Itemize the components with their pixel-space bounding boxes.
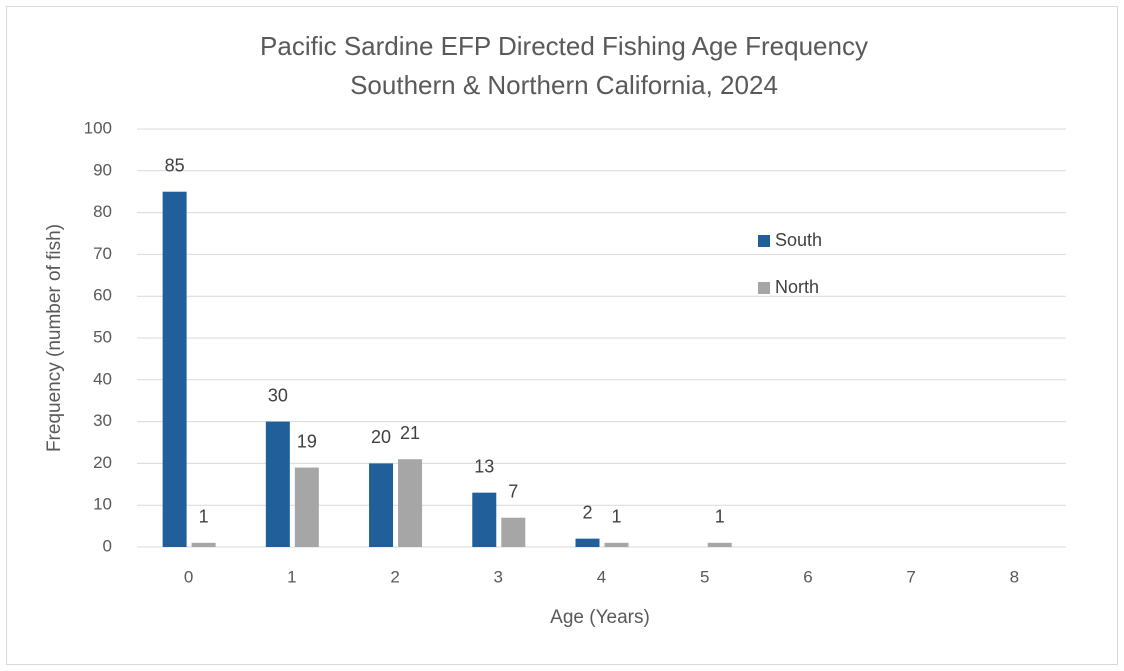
x-tick-label: 6 [803, 567, 812, 586]
bar [294, 467, 319, 547]
x-tick-label: 1 [287, 567, 296, 586]
y-tick-label: 40 [93, 369, 112, 388]
legend-label: South [775, 230, 822, 250]
y-tick-label: 90 [93, 160, 112, 179]
x-tick-label: 2 [390, 567, 399, 586]
bar [369, 463, 394, 547]
bar [707, 542, 732, 547]
x-tick-label: 4 [597, 567, 606, 586]
y-tick-label: 20 [93, 453, 112, 472]
y-tick-label: 30 [93, 411, 112, 430]
bar [162, 191, 187, 547]
bar [472, 492, 497, 547]
x-tick-label: 3 [494, 567, 503, 586]
data-label: 2 [582, 502, 592, 522]
data-label: 1 [715, 507, 725, 527]
legend-label: North [775, 277, 819, 297]
y-tick-label: 70 [93, 244, 112, 263]
data-label: 1 [199, 507, 209, 527]
x-axis-label: Age (Years) [550, 607, 650, 628]
bar [575, 538, 600, 547]
bar [604, 542, 629, 547]
y-tick-label: 60 [93, 286, 112, 305]
y-tick-label: 80 [93, 202, 112, 221]
x-tick-label: 0 [184, 567, 193, 586]
bar [265, 421, 290, 547]
y-tick-label: 10 [93, 495, 112, 514]
bar [398, 459, 423, 547]
data-label: 30 [268, 385, 288, 405]
legend-swatch [758, 235, 770, 247]
y-tick-label: 50 [93, 327, 112, 346]
data-label: 85 [165, 155, 185, 175]
y-tick-label: 0 [103, 536, 112, 555]
y-tick-label: 100 [84, 118, 112, 137]
bar [191, 542, 216, 547]
data-label: 21 [400, 423, 420, 443]
data-label: 19 [297, 431, 317, 451]
chart-subtitle: Southern & Northern California, 2024 [350, 70, 778, 100]
bar [501, 517, 526, 547]
data-label: 7 [508, 481, 518, 501]
x-tick-label: 5 [700, 567, 709, 586]
data-label: 20 [371, 427, 391, 447]
x-tick-label: 8 [1010, 567, 1019, 586]
legend-swatch [758, 282, 770, 294]
data-label: 13 [474, 456, 494, 476]
y-axis-label: Frequency (number of fish) [44, 224, 65, 452]
data-label: 1 [611, 507, 621, 527]
x-tick-label: 7 [906, 567, 915, 586]
chart-frame [6, 6, 1118, 665]
chart-title: Pacific Sardine EFP Directed Fishing Age… [260, 31, 868, 61]
